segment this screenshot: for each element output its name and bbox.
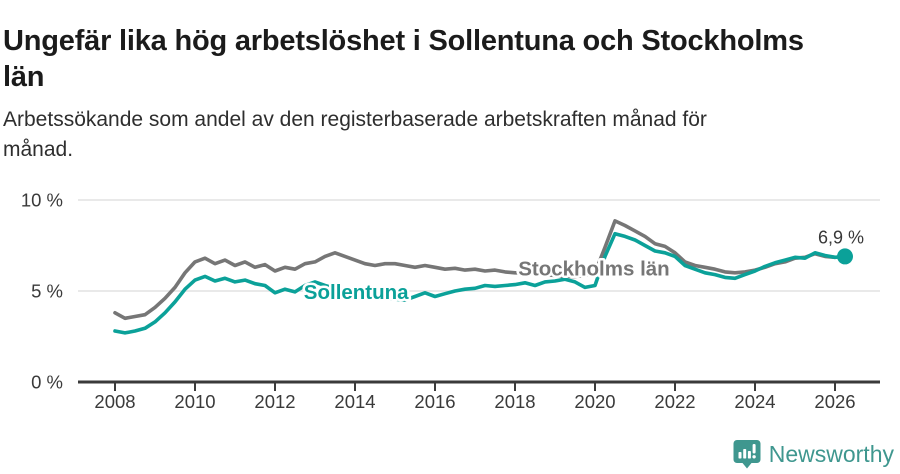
newsworthy-brand-text: Newsworthy xyxy=(768,440,894,467)
page-title-line2: län xyxy=(3,61,45,94)
y-tick-label: 0 % xyxy=(31,372,63,393)
page-title-line1: Ungefär lika hög arbetslöshet i Sollentu… xyxy=(3,25,804,58)
series-label-sollentuna: Sollentuna xyxy=(304,281,409,304)
x-tick-label: 2018 xyxy=(494,391,535,412)
series-label-stockholms-l-n: Stockholms län xyxy=(518,258,670,281)
x-tick-label: 2020 xyxy=(574,391,615,412)
page-subtitle: Arbetssökande som andel av den registerb… xyxy=(3,105,893,165)
x-tick-label: 2008 xyxy=(94,391,135,412)
page-subtitle-line1: Arbetssökande som andel av den registerb… xyxy=(3,108,707,131)
x-tick-label: 2012 xyxy=(254,391,295,412)
x-tick-label: 2016 xyxy=(414,391,455,412)
latest-value-dot xyxy=(837,248,853,265)
newsworthy-logo[interactable]: Newsworthy xyxy=(733,439,894,469)
y-tick-label: 10 % xyxy=(21,190,63,211)
latest-value-annotation: 6,9 % xyxy=(818,228,864,248)
x-tick-label: 2024 xyxy=(734,391,775,412)
x-tick-label: 2014 xyxy=(334,391,375,412)
page-subtitle-line2: månad. xyxy=(3,138,74,161)
page-title: Ungefär lika hög arbetslöshet i Sollentu… xyxy=(3,23,893,95)
y-tick-label: 5 % xyxy=(31,281,63,302)
x-tick-label: 2010 xyxy=(174,391,215,412)
unemployment-line-chart: 2008 2010 2012 2014 2016 2018 2020 2022 2024 2026… xyxy=(21,190,880,412)
x-tick-label: 2022 xyxy=(654,391,695,412)
bar-chart-speech-bubble-icon xyxy=(733,440,761,469)
series-line-stockholms-l-n xyxy=(113,219,837,321)
x-tick-label: 2026 xyxy=(814,391,855,412)
series-line-sollentuna xyxy=(113,231,847,335)
